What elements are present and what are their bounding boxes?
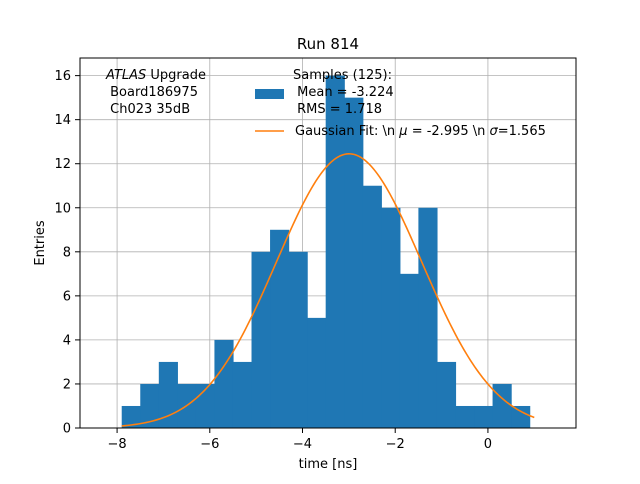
annotation-line-3: Ch023 35dB: [106, 102, 190, 117]
legend: Samples (125): Mean = -3.224 RMS = 1.718…: [255, 68, 546, 139]
legend-fit-sigma: σ: [490, 124, 499, 139]
y-tick-label: 6: [63, 289, 71, 304]
y-tick-label: 2: [63, 377, 71, 392]
y-axis-label: Entries: [33, 220, 48, 266]
x-ticks: −8 −6 −4 −2 0: [107, 428, 492, 452]
histogram-bar: [418, 207, 438, 428]
legend-samples-swatch: [255, 89, 284, 99]
histogram-bar: [251, 251, 271, 428]
legend-fit-label: Gaussian Fit: \n μ = -2.995 \n σ=1.565: [295, 124, 546, 139]
x-tick-label: −8: [107, 437, 126, 452]
y-tick-label: 4: [63, 333, 71, 348]
histogram-bar: [362, 185, 382, 428]
histogram-bar: [140, 383, 160, 428]
legend-fit-mid: = -2.995 \n: [408, 124, 490, 139]
histogram-bar: [214, 339, 234, 428]
gaussian-fit-line: [121, 153, 535, 427]
legend-fit-prefix: Gaussian Fit: \n: [295, 124, 399, 139]
histogram-bar: [195, 383, 216, 428]
histogram-bar: [121, 405, 141, 428]
chart-title: Run 814: [297, 35, 359, 53]
y-tick-label: 12: [54, 157, 71, 172]
histogram-bar: [399, 273, 419, 428]
histogram-bar: [492, 383, 512, 428]
legend-fit-mu: μ: [398, 124, 407, 139]
histogram-bar: [436, 361, 457, 428]
annotation-line-2: Board186975: [106, 85, 198, 100]
legend-samples-line-1: Samples (125):: [293, 68, 392, 83]
y-tick-label: 10: [54, 201, 71, 216]
histogram-bar: [455, 405, 475, 428]
histogram-bar: [474, 405, 494, 428]
y-ticks: 0 2 4 6 8 10 12 14 16: [54, 69, 80, 437]
histogram-bar: [158, 361, 178, 428]
annotation-line-1: ATLAS Upgrade: [105, 68, 206, 83]
plot-frame: [79, 57, 577, 429]
y-tick-label: 8: [63, 245, 71, 260]
annotation-upgrade: Upgrade: [146, 68, 206, 83]
y-tick-label: 16: [54, 69, 71, 84]
legend-samples-line-2: Mean = -3.224: [293, 85, 394, 100]
x-tick-label: −6: [200, 437, 219, 452]
x-tick-label: −2: [386, 437, 405, 452]
legend-samples-line-3: RMS = 1.718: [293, 102, 382, 117]
annotation-atlas: ATLAS: [105, 68, 146, 83]
x-axis-label: time [ns]: [299, 457, 358, 472]
histogram-bar: [288, 251, 308, 428]
histogram-bar: [381, 207, 401, 428]
legend-fit-suffix: =1.565: [498, 124, 546, 139]
x-tick-label: 0: [484, 437, 492, 452]
histogram-bar: [511, 405, 531, 428]
y-tick-label: 14: [54, 113, 71, 128]
histogram-bar: [307, 317, 327, 428]
annotation-block: ATLAS Upgrade Board186975 Ch023 35dB: [105, 68, 206, 117]
histogram-bar: [344, 97, 364, 429]
x-tick-label: −4: [293, 437, 312, 452]
y-tick-label: 0: [63, 422, 71, 437]
histogram-bar: [232, 361, 253, 428]
histogram-bar: [270, 229, 290, 428]
